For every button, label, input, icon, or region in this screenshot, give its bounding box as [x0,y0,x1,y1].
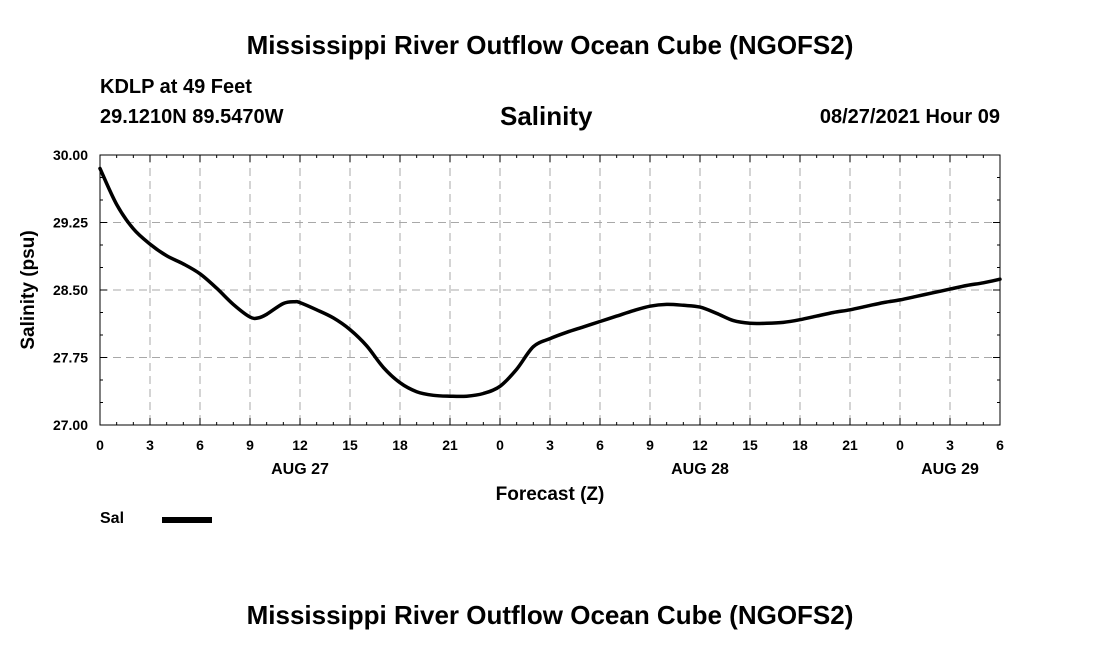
y-axis-label: Salinity (psu) [18,230,39,349]
x-tick-label: 3 [546,437,554,453]
series-layer [98,166,1002,399]
footer-title: Mississippi River Outflow Ocean Cube (NG… [246,600,854,630]
x-day-label: AUG 28 [671,461,729,478]
x-tick-label: 21 [842,437,858,453]
station-coordinates: 29.1210N 89.5470W [100,106,284,128]
axis-tick-labels: 0 3 6 9 12 15 18 21 0 3 6 9 12 15 18 21 0 3 6 AUG 27 AUG 28 A… [53,147,1004,478]
salinity-series-line [98,166,1002,399]
y-tick-label: 27.00 [53,417,88,433]
x-tick-label: 18 [792,437,808,453]
x-tick-label: 21 [442,437,458,453]
x-day-label: AUG 29 [921,461,979,478]
x-tick-label: 6 [996,437,1004,453]
x-tick-label: 3 [146,437,154,453]
x-day-label: AUG 27 [271,461,329,478]
y-tick-label: 29.25 [53,215,88,231]
x-tick-label: 0 [96,437,104,453]
forecast-datetime: 08/27/2021 Hour 09 [819,106,1000,128]
x-tick-label: 15 [342,437,358,453]
x-tick-label: 12 [692,437,708,453]
x-tick-label: 3 [946,437,954,453]
x-tick-label: 6 [196,437,204,453]
x-tick-label: 0 [496,437,504,453]
legend-label: Sal [100,510,125,527]
station-label: KDLP at 49 Feet [100,76,252,98]
x-tick-label: 12 [292,437,308,453]
x-tick-label: 9 [246,437,254,453]
y-tick-label: 27.75 [53,350,88,366]
x-tick-label: 18 [392,437,408,453]
plot-frame [99,154,1001,426]
x-tick-label: 0 [896,437,904,453]
variable-title: Salinity [500,101,593,131]
y-tick-label: 28.50 [53,282,88,298]
x-tick-label: 9 [646,437,654,453]
legend-line-swatch [162,517,212,523]
chart-title: Mississippi River Outflow Ocean Cube (NG… [246,30,854,60]
grid-lines [100,155,1000,425]
x-tick-label: 6 [596,437,604,453]
y-tick-label: 30.00 [53,147,88,163]
x-axis-label: Forecast (Z) [496,484,605,505]
x-tick-label: 15 [742,437,758,453]
